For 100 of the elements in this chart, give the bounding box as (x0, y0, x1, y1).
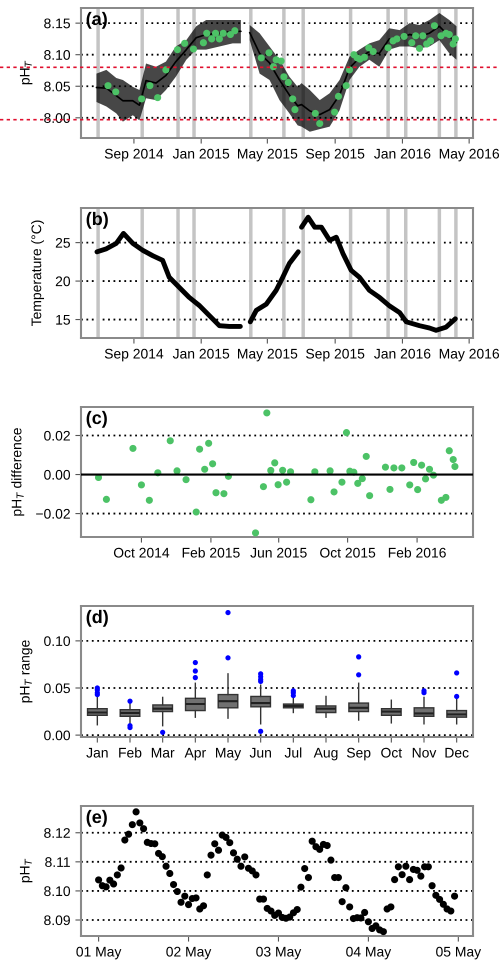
chart-title: (b) (86, 212, 108, 229)
x-tick-label: Jan 2016 (374, 148, 430, 159)
point (280, 73, 288, 80)
point (284, 78, 292, 86)
x-tick-label: Sep 2014 (104, 148, 164, 162)
y-tick-label: 8.15 (44, 18, 70, 28)
x-tick-label: 01 May (76, 946, 122, 960)
point (190, 45, 198, 53)
x-tick-label: Oct (381, 748, 402, 758)
y-axis-title: Temperature (°C) (31, 220, 44, 326)
x-tick-label: May 2016 (440, 148, 499, 162)
point (278, 57, 285, 65)
y-tick-label: 0.05 (44, 683, 70, 694)
x-tick-label: Apr (184, 748, 206, 760)
x-tick-label: Mar (152, 748, 174, 758)
point (291, 106, 298, 114)
point (174, 46, 182, 54)
x-tick-label: Aug (314, 748, 338, 760)
point (102, 496, 110, 503)
chart-title: (d) (86, 610, 108, 627)
x-tick-label: Feb 2016 (388, 547, 446, 558)
point (354, 480, 362, 487)
x-tick-label: Jan 2015 (172, 348, 230, 359)
x-tick-label: Feb (119, 747, 142, 758)
point (426, 466, 434, 473)
point (162, 66, 170, 74)
y-axis-title: pH$_{T}$ range (20, 640, 32, 702)
x-tick-label: May 2015 (238, 348, 298, 362)
y-axis-title: pH$_{T}$ (20, 858, 32, 882)
x-tick-label: Sep (346, 748, 370, 760)
point (410, 458, 418, 466)
x-tick-label: Jan (86, 748, 108, 758)
y-tick-label: 8.10 (44, 886, 70, 896)
point (330, 488, 338, 496)
point (384, 44, 392, 52)
point (192, 508, 200, 516)
point (452, 35, 459, 42)
point (366, 492, 374, 500)
y-tick-label: 20 (56, 276, 70, 286)
point (422, 475, 430, 482)
x-tick-label: Jun (250, 748, 271, 758)
point (212, 30, 220, 37)
point (265, 49, 273, 56)
x-tick-label: 05 May (436, 946, 482, 960)
point (307, 496, 314, 504)
point (252, 529, 260, 536)
y-tick-label: 8.09 (44, 915, 70, 926)
y-tick-label: 0.02 (44, 430, 70, 441)
point (393, 35, 400, 42)
x-tick-label: May (216, 748, 242, 760)
point (316, 120, 324, 128)
y-tick-label: 8.11 (45, 857, 70, 868)
point (446, 30, 453, 38)
x-tick-label: 02 May (166, 946, 212, 960)
point (342, 429, 350, 436)
y-axis-title: pH$_{T}$ (20, 60, 32, 84)
point (154, 94, 162, 102)
y-tick-label: 0.00 (44, 470, 70, 480)
point (427, 37, 434, 44)
point (430, 22, 438, 30)
point (129, 444, 137, 452)
x-tick-label: Feb 2015 (182, 547, 240, 558)
y-tick-label: 15 (56, 315, 70, 325)
point (205, 440, 212, 447)
point (200, 39, 207, 46)
point (414, 486, 422, 494)
point (412, 32, 420, 40)
point (370, 48, 377, 56)
x-tick-label: 03 May (256, 946, 302, 960)
x-tick-label: Sep 2015 (306, 348, 364, 362)
point (442, 494, 450, 501)
x-tick-label: Oct 2014 (114, 548, 170, 558)
y-tick-label: −0.02 (36, 508, 70, 519)
x-tick-label: Jan 2016 (374, 348, 430, 359)
point (201, 466, 208, 473)
point (231, 27, 238, 34)
point (418, 462, 426, 469)
point (146, 496, 153, 504)
point (450, 456, 457, 464)
point (406, 481, 414, 488)
point (203, 30, 210, 37)
point (362, 452, 370, 460)
x-tick-label: Sep 2014 (104, 348, 164, 362)
point (446, 447, 453, 454)
point (112, 88, 120, 96)
point (220, 30, 227, 37)
point (271, 459, 278, 466)
point (260, 483, 267, 490)
point (451, 462, 458, 470)
point (408, 39, 416, 46)
point (360, 54, 368, 61)
x-tick-label: Sep 2015 (306, 148, 364, 162)
point (358, 475, 366, 482)
point (331, 108, 338, 116)
x-tick-label: Nov (412, 748, 436, 758)
point (196, 446, 204, 453)
point (279, 466, 286, 474)
y-tick-label: 8.12 (44, 828, 70, 838)
y-axis-title: pH$_{T}$ difference (11, 428, 24, 516)
x-tick-label: May 2015 (238, 148, 298, 162)
